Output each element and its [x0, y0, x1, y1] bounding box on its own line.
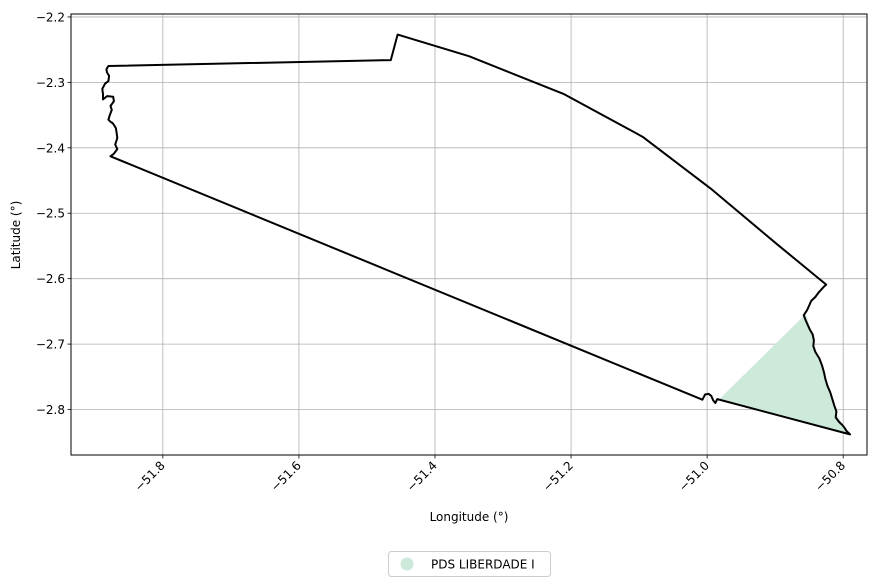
x-tick-label: −51.0	[676, 458, 712, 494]
y-tick-label: −2.7	[36, 338, 65, 352]
y-axis-label: Latitude (°)	[9, 201, 23, 270]
legend-label: PDS LIBERDADE I	[431, 558, 535, 572]
pds-liberdade-i-area	[719, 314, 850, 435]
y-tick-label: −2.4	[36, 141, 65, 155]
legend-frame	[388, 551, 551, 577]
y-axis-ticks: −2.2 −2.3 −2.4 −2.5 −2.6 −2.7 −2.8	[36, 10, 71, 417]
x-axis-label: Longitude (°)	[430, 510, 509, 524]
y-tick-label: −2.8	[36, 403, 65, 417]
x-tick-label: −51.4	[404, 458, 440, 494]
x-tick-label: −51.6	[268, 458, 304, 494]
axes-frame	[70, 13, 868, 456]
grid-lines	[71, 14, 867, 455]
y-tick-label: −2.2	[36, 10, 65, 24]
x-tick-label: −51.8	[132, 458, 168, 494]
polygon-layer	[101, 33, 851, 436]
y-tick-label: −2.3	[36, 76, 65, 90]
legend: PDS LIBERDADE I	[388, 551, 551, 577]
x-tick-label: −50.8	[812, 458, 848, 494]
y-tick-label: −2.5	[36, 207, 65, 221]
legend-marker-circle	[400, 557, 414, 571]
x-tick-label: −51.2	[540, 458, 576, 494]
x-axis-ticks: −51.8 −51.6 −51.4 −51.2 −51.0 −50.8	[132, 455, 848, 494]
y-tick-label: −2.6	[36, 272, 65, 286]
boundary-outline	[101, 33, 851, 436]
